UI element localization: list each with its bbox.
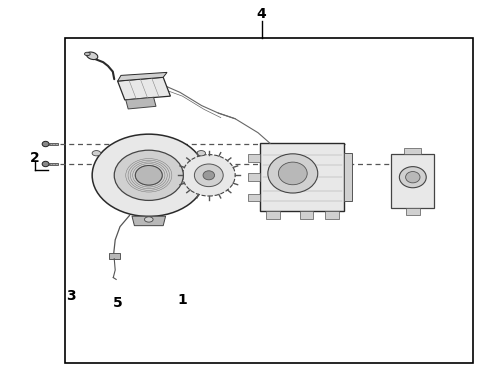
Bar [249, 173, 260, 181]
Ellipse shape [135, 166, 162, 185]
Circle shape [203, 171, 215, 180]
Polygon shape [345, 153, 351, 201]
Text: 3: 3 [66, 289, 76, 303]
Bar [266, 211, 280, 219]
Ellipse shape [144, 217, 153, 222]
Circle shape [406, 172, 420, 183]
Circle shape [278, 162, 307, 185]
Bar [406, 208, 420, 215]
Bar [49, 143, 58, 145]
Polygon shape [126, 97, 156, 109]
Bar [249, 194, 260, 201]
Circle shape [42, 161, 49, 167]
Bar [300, 211, 313, 219]
Ellipse shape [92, 150, 101, 156]
Bar [404, 148, 421, 154]
Text: 1: 1 [178, 293, 187, 307]
Polygon shape [260, 143, 345, 211]
Bar [49, 163, 58, 165]
Text: 2: 2 [30, 150, 39, 165]
Circle shape [399, 167, 426, 188]
Circle shape [182, 155, 235, 196]
Bar [109, 253, 120, 259]
Ellipse shape [92, 134, 205, 216]
Polygon shape [132, 216, 166, 226]
Bar [249, 155, 260, 162]
Circle shape [42, 141, 49, 147]
Polygon shape [118, 77, 170, 100]
Ellipse shape [84, 52, 90, 56]
Bar [65, 38, 473, 363]
Text: 4: 4 [257, 7, 266, 21]
Polygon shape [118, 72, 167, 81]
Ellipse shape [114, 150, 183, 201]
Ellipse shape [86, 52, 98, 60]
Ellipse shape [197, 150, 205, 156]
Text: 5: 5 [113, 296, 122, 310]
Bar [325, 211, 338, 219]
Circle shape [268, 154, 318, 193]
Circle shape [194, 164, 223, 187]
Bar [391, 154, 434, 208]
